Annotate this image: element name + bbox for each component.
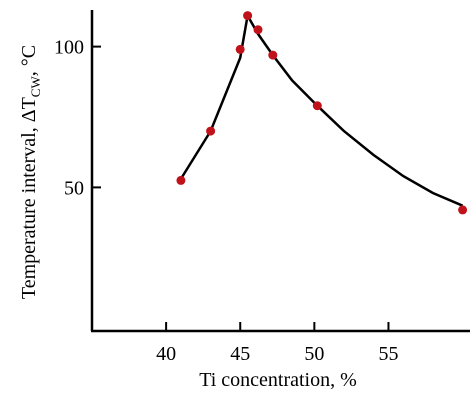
x-tick-label: 50 [304,343,324,365]
x-tick-label: 55 [378,343,398,365]
axes [90,10,470,333]
data-point [243,11,253,21]
data-point [268,50,278,60]
y-axis-title-subscript: CW [28,76,43,98]
ticks [92,45,390,331]
data-point [176,175,186,185]
y-tick-label: 50 [64,177,84,199]
trend-curve [179,11,464,207]
data-point [253,25,263,35]
data-points [176,11,468,215]
y-axis-title-main: Temperature interval, ΔT [18,97,40,299]
y-axis-title-unit: , °C [18,45,40,76]
data-point [206,126,216,136]
tick-labels: 40 45 50 55 50 100 [54,37,398,365]
data-point [458,205,468,215]
x-tick-label: 45 [230,343,250,365]
y-tick-label: 100 [54,37,84,59]
data-point [312,101,322,111]
data-point [235,44,245,54]
y-axis-title: Temperature interval, ΔTCW, °C [18,45,43,299]
x-tick-label: 40 [156,343,176,365]
x-axis-title: Ti concentration, % [199,369,357,391]
